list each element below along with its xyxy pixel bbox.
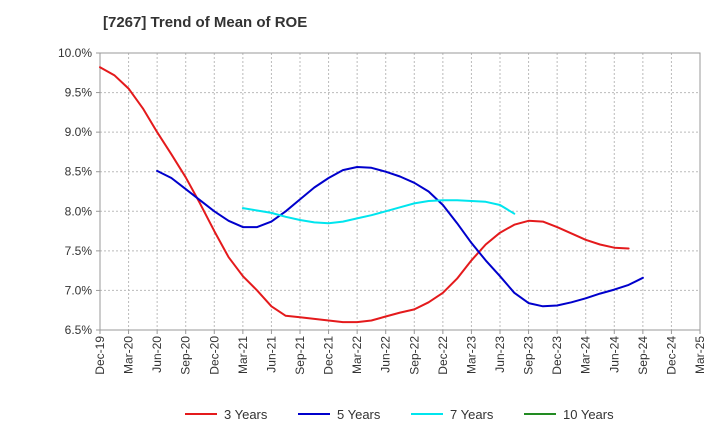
x-tick-label: Sep-23 xyxy=(522,336,536,375)
x-tick-label: Sep-21 xyxy=(293,336,307,375)
x-tick-label: Sep-20 xyxy=(179,336,193,375)
legend-label-10-years: 10 Years xyxy=(563,407,614,422)
x-tick-label: Mar-23 xyxy=(464,336,478,374)
y-tick-label: 10.0% xyxy=(58,46,92,60)
x-tick-label: Sep-24 xyxy=(636,336,650,375)
x-tick-label: Dec-23 xyxy=(550,336,564,375)
series-line-3-years xyxy=(99,66,630,324)
plot-area-border xyxy=(99,52,701,331)
legend-label-7-years: 7 Years xyxy=(450,407,494,422)
x-tick-label: Dec-19 xyxy=(93,336,107,375)
series-line-7-years xyxy=(241,199,516,225)
x-tick-label: Mar-21 xyxy=(236,336,250,374)
y-tick-label: 8.0% xyxy=(65,204,93,218)
series-line-5-years xyxy=(156,166,644,308)
x-tick-label: Mar-24 xyxy=(579,336,593,374)
y-tick-label: 7.5% xyxy=(65,244,93,258)
y-tick-label: 7.0% xyxy=(65,283,93,297)
y-tick-label: 8.5% xyxy=(65,165,93,179)
x-tick-label: Mar-22 xyxy=(350,336,364,374)
y-axis-ticks: 6.5% 7.0% 7.5% 8.0% 8.5% 9.0% 9.5% 10.0% xyxy=(58,46,100,337)
x-axis-ticks: Dec-19 Mar-20 Jun-20 Sep-20 Dec-20 Mar-21 Jun-… xyxy=(93,330,707,375)
legend-label-5-years: 5 Years xyxy=(337,407,381,422)
x-tick-label: Sep-22 xyxy=(407,336,421,375)
y-tick-label: 9.5% xyxy=(65,86,93,100)
x-tick-label: Dec-21 xyxy=(322,336,336,375)
x-tick-label: Dec-20 xyxy=(207,336,221,375)
x-tick-label: Mar-20 xyxy=(122,336,136,374)
x-tick-label: Jun-22 xyxy=(379,336,393,373)
x-tick-label: Dec-22 xyxy=(436,336,450,375)
chart-title: [7267] Trend of Mean of ROE xyxy=(103,14,308,31)
grid-lines xyxy=(100,53,700,330)
x-tick-label: Jun-24 xyxy=(607,336,621,373)
x-tick-label: Mar-25 xyxy=(693,336,707,374)
series-lines xyxy=(99,66,644,324)
x-tick-label: Jun-23 xyxy=(493,336,507,373)
x-tick-label: Dec-24 xyxy=(664,336,678,375)
legend: 3 Years 5 Years 7 Years 10 Years xyxy=(185,407,614,422)
legend-label-3-years: 3 Years xyxy=(224,407,268,422)
y-tick-label: 9.0% xyxy=(65,125,93,139)
y-tick-label: 6.5% xyxy=(65,323,93,337)
x-tick-label: Jun-21 xyxy=(264,336,278,373)
x-tick-label: Jun-20 xyxy=(150,336,164,373)
